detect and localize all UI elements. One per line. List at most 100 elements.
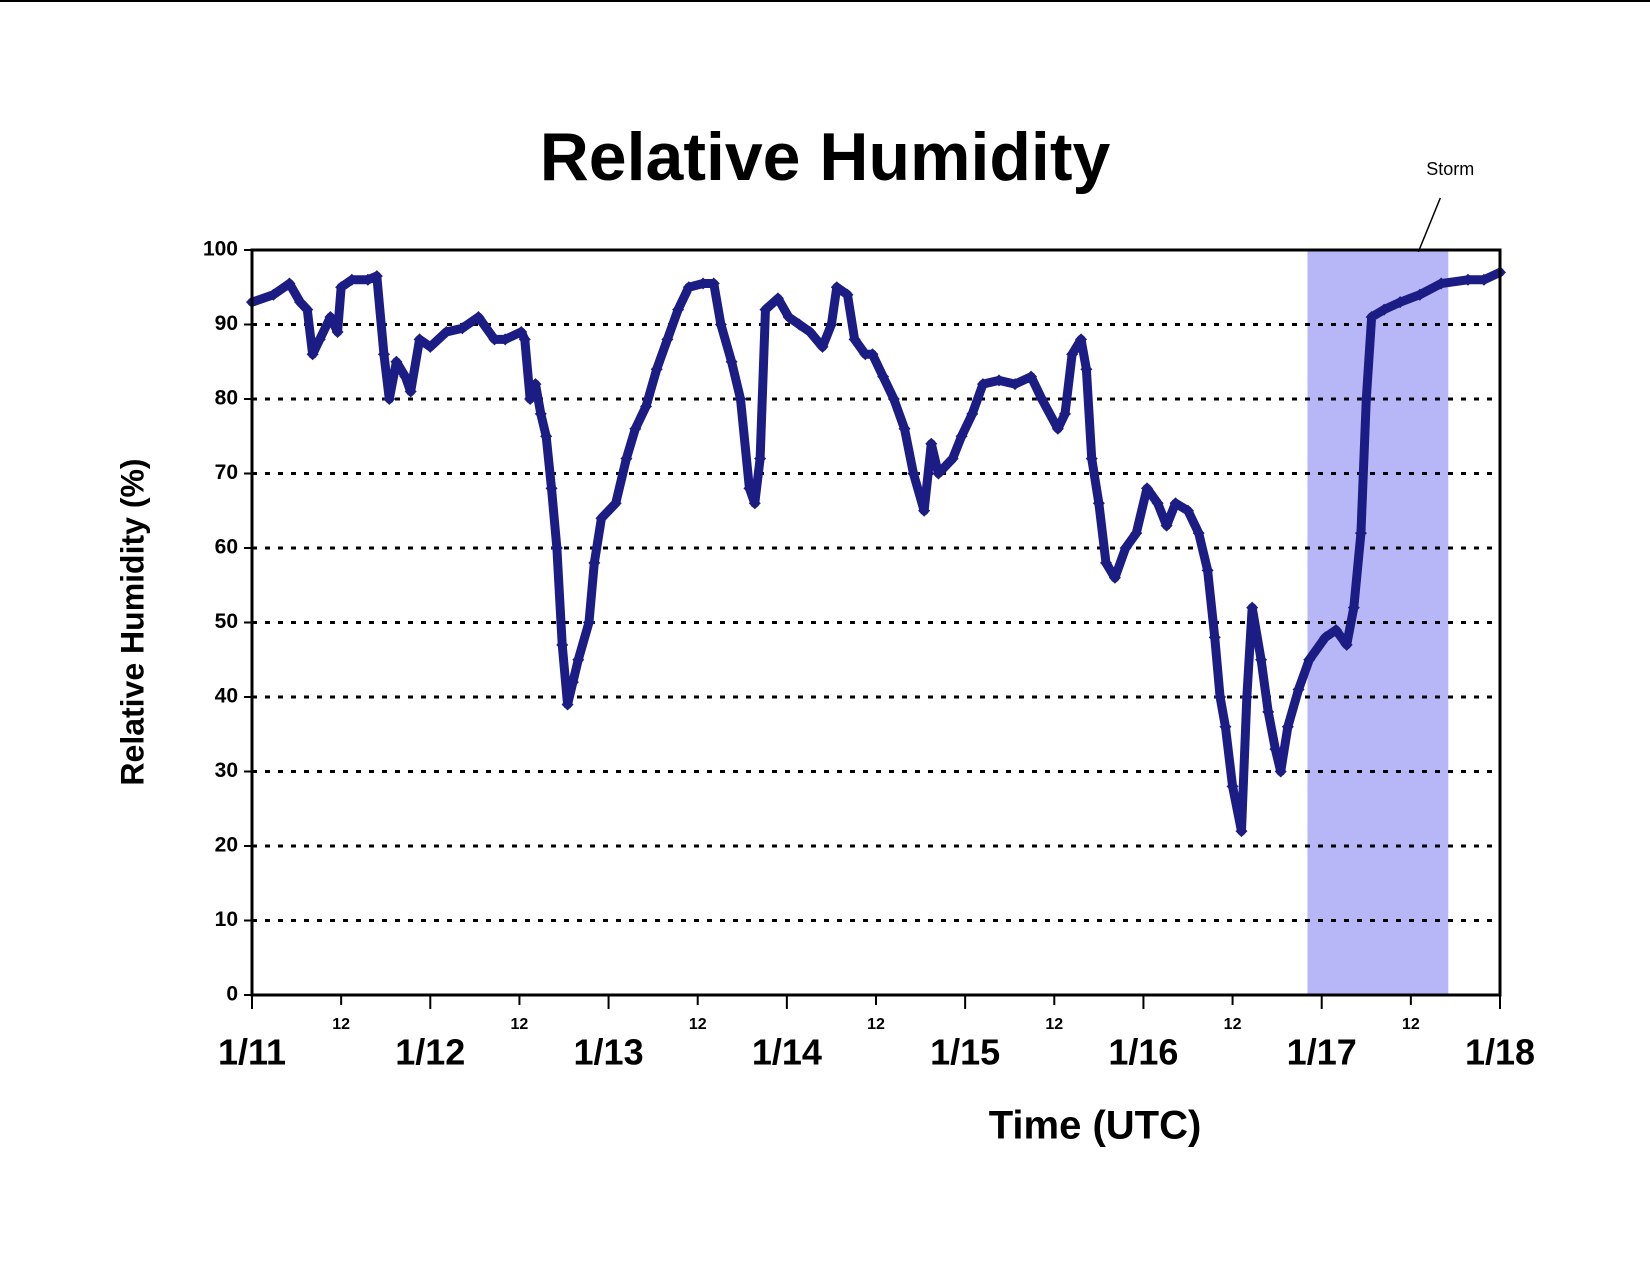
data-point <box>1235 825 1248 838</box>
data-point <box>1009 378 1022 391</box>
data-point <box>1262 705 1275 718</box>
y-tick-label: 20 <box>215 834 238 857</box>
x-minor-tick-label: 12 <box>1402 1016 1420 1033</box>
data-point <box>993 374 1006 387</box>
data-point <box>518 333 531 346</box>
y-axis-title: Relative Humidity (%) <box>114 458 150 785</box>
data-point <box>1354 527 1367 540</box>
data-point <box>966 407 979 420</box>
data-point <box>816 340 829 353</box>
data-point <box>1435 277 1448 290</box>
data-point <box>1151 497 1164 510</box>
y-tick-label: 10 <box>215 908 238 931</box>
data-point <box>566 676 579 689</box>
data-point <box>1025 370 1038 383</box>
data-point <box>1378 303 1391 316</box>
data-point <box>1130 527 1143 540</box>
storm-label: Storm <box>1426 159 1474 179</box>
data-point <box>907 467 920 480</box>
data-point <box>946 452 959 465</box>
data-point <box>804 325 817 338</box>
data-point <box>754 452 767 465</box>
data-point <box>1347 601 1360 614</box>
data-point <box>1340 638 1353 651</box>
x-tick-label: 1/17 <box>1287 1032 1357 1073</box>
data-point <box>841 288 854 301</box>
data-point <box>1274 765 1287 778</box>
x-tick-label: 1/15 <box>930 1032 1000 1073</box>
y-tick-label: 30 <box>215 759 238 782</box>
data-point <box>640 400 653 413</box>
data-point <box>335 281 348 294</box>
data-point <box>383 393 396 405</box>
data-point <box>976 378 989 391</box>
data-point <box>650 363 663 376</box>
data-point <box>440 325 453 338</box>
data-point <box>1035 393 1048 405</box>
data-point <box>324 311 337 324</box>
data-point <box>661 333 674 346</box>
data-point <box>283 277 296 290</box>
storm-pointer <box>1417 197 1441 253</box>
data-point <box>793 318 806 331</box>
data-point <box>1219 720 1232 733</box>
data-point <box>545 482 558 495</box>
data-point <box>370 270 383 283</box>
data-point <box>859 348 872 361</box>
data-point <box>848 333 861 346</box>
x-tick-label: 1/14 <box>752 1032 822 1073</box>
data-point <box>331 325 344 338</box>
data-point <box>1477 273 1490 286</box>
data-point <box>294 296 307 309</box>
data-point <box>682 281 695 294</box>
data-point <box>1099 556 1112 569</box>
data-point <box>1058 407 1071 420</box>
data-point <box>1085 452 1098 465</box>
data-point <box>1413 288 1426 301</box>
data-point <box>1108 571 1121 584</box>
data-point <box>734 393 747 405</box>
data-point <box>456 322 469 335</box>
data-point <box>1240 691 1253 703</box>
chart-title: Relative Humidity <box>540 119 1111 195</box>
data-point <box>830 281 843 294</box>
data-point <box>925 437 938 450</box>
data-point <box>561 698 574 711</box>
data-point <box>1303 653 1316 666</box>
data-point <box>725 355 738 368</box>
data-point <box>1461 273 1474 286</box>
plot-frame <box>250 248 1502 997</box>
data-point <box>534 407 547 420</box>
x-minor-tick-label: 12 <box>689 1016 707 1033</box>
storm-band <box>1307 250 1449 995</box>
data-point <box>390 355 403 368</box>
data-point <box>1281 720 1294 733</box>
data-point <box>759 303 772 316</box>
data-point <box>898 422 911 435</box>
data-point <box>672 303 685 316</box>
data-point <box>782 311 795 324</box>
x-tick-label: 1/12 <box>395 1032 465 1073</box>
data-point <box>748 497 761 510</box>
data-point <box>1394 296 1407 309</box>
y-tick-label: 90 <box>215 312 238 335</box>
data-point <box>743 482 756 495</box>
data-point <box>866 348 879 361</box>
data-point <box>1192 527 1205 540</box>
data-point <box>771 292 784 305</box>
data-point <box>267 288 280 301</box>
data-point <box>413 333 426 346</box>
data-point <box>629 422 642 435</box>
data-point <box>345 273 358 286</box>
data-point <box>1208 631 1221 644</box>
data-point <box>1092 497 1105 510</box>
data-point <box>955 430 968 443</box>
data-point <box>301 303 314 316</box>
data-point <box>825 318 838 331</box>
data-point <box>556 638 569 651</box>
data-point <box>472 311 485 324</box>
data-point <box>488 333 501 346</box>
data-point <box>1269 743 1282 756</box>
data-point <box>499 333 512 346</box>
